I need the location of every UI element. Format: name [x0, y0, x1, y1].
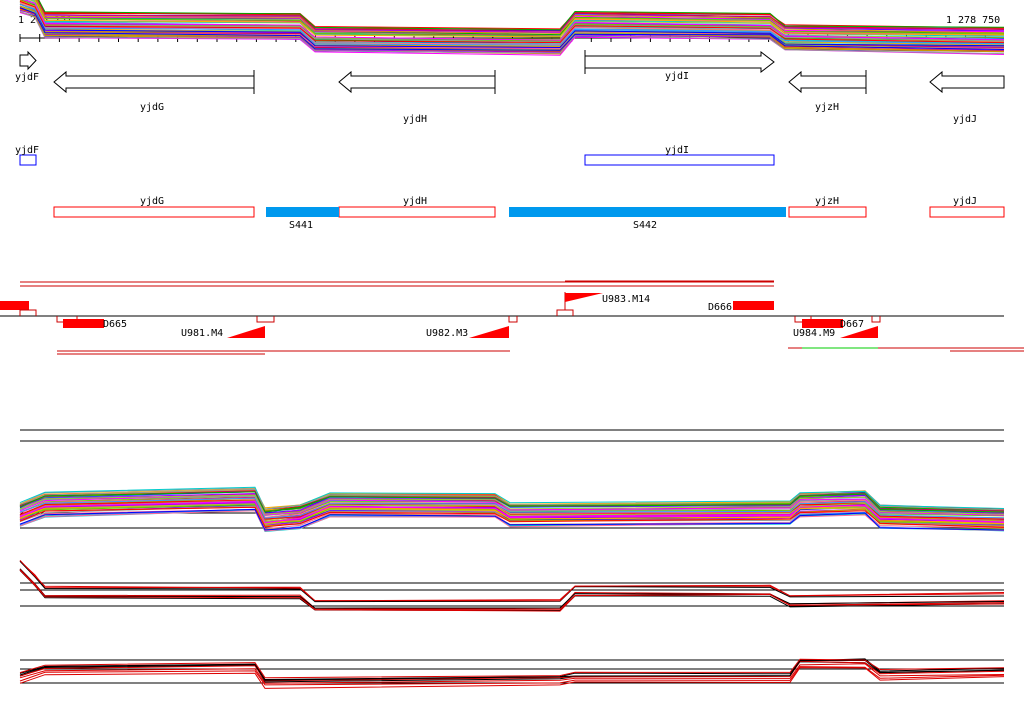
feature-label: D665 — [103, 319, 127, 330]
feature-label: U982.M3 — [426, 328, 468, 339]
profile-line — [19, 492, 1005, 515]
profile-line — [36, 0, 1005, 34]
feature-label: D667 — [840, 319, 864, 330]
gene-label: yjzH — [815, 196, 839, 207]
feature-U981.M4[interactable]: U981.M4 — [181, 316, 275, 339]
profile-line — [19, 506, 1005, 528]
profile-line — [19, 7, 1005, 51]
gene-label: yjdF — [15, 72, 39, 83]
profile-line — [19, 560, 1005, 603]
gene-annotation-track: yjdF yjdG yjdH yjdI yjzH yjdJ — [15, 50, 1005, 125]
feature-D667[interactable]: D667 — [802, 316, 881, 330]
profile-line — [38, 0, 1005, 31]
profile-line — [19, 658, 1005, 679]
gene-arrow-yjdH[interactable]: yjdH — [338, 70, 496, 125]
profile-line — [19, 559, 1005, 602]
feature-label: U981.M4 — [181, 328, 223, 339]
gene-arrow-yjdG[interactable]: yjdG — [53, 70, 255, 113]
profile-line — [23, 0, 1005, 41]
profile-line — [19, 666, 1005, 686]
segment-S442[interactable]: S442 — [509, 207, 786, 231]
reverse-gene-yjdH[interactable]: yjdH — [338, 196, 496, 218]
gene-arrow-yjdI[interactable]: yjdI — [584, 50, 775, 82]
reverse-gene-yjdJ[interactable]: yjdJ — [929, 196, 1005, 218]
gene-arrow-yjzH[interactable]: yjzH — [788, 70, 867, 113]
profile-line — [19, 667, 1005, 689]
profile-line — [19, 2, 1005, 45]
profile-line — [19, 663, 1005, 684]
segment-label: S442 — [633, 220, 657, 231]
profile-line — [19, 0, 1005, 44]
profile-line — [19, 569, 1005, 612]
feature-label: U984.M9 — [793, 328, 835, 339]
feature-U982.M3[interactable]: U982.M3 — [426, 316, 518, 339]
profile-line — [19, 491, 1005, 513]
forward-gene-yjdI[interactable]: yjdI — [584, 145, 775, 166]
feature-label: U983.M14 — [602, 294, 650, 305]
profile-line — [19, 497, 1005, 519]
feature-U983.M14[interactable]: U983.M14 — [556, 292, 650, 316]
profile-line — [19, 494, 1005, 515]
forward-gene-yjdF[interactable]: yjdF — [15, 145, 39, 166]
profile-line — [19, 660, 1005, 682]
profile-line — [37, 0, 1005, 32]
gene-label: yjzH — [815, 102, 839, 113]
gene-label: yjdG — [140, 196, 164, 207]
gene-label: yjdJ — [953, 196, 977, 207]
profile-line — [19, 510, 1005, 532]
reverse-gene-yjdG[interactable]: yjdG — [53, 196, 255, 218]
gene-arrow-yjdJ[interactable]: yjdJ — [929, 70, 1005, 125]
ruler-end-label: 1 278 750 — [946, 15, 1000, 26]
feature-track: D665 U981.M4 U982.M3 U983.M14 D666 U984.… — [0, 280, 1024, 355]
gene-label: yjdH — [403, 114, 427, 125]
gene-label: yjdG — [140, 102, 164, 113]
expression-profile-track-1 — [19, 0, 1005, 442]
reverse-gene-track: yjdG yjdH yjzH yjdJ S441 S442 — [53, 196, 1005, 231]
segment-label: S441 — [289, 220, 313, 231]
gene-label: yjdI — [665, 71, 689, 82]
feature-D665[interactable]: D665 — [63, 319, 127, 330]
profile-line — [19, 508, 1005, 531]
gene-label: yjdF — [15, 145, 39, 156]
profile-line — [32, 0, 1005, 38]
profile-line — [19, 10, 1005, 55]
gene-label: yjdJ — [953, 114, 977, 125]
gene-arrow-yjdF[interactable]: yjdF — [15, 50, 39, 83]
profile-line — [19, 486, 1005, 510]
feature-D666[interactable]: D666 — [708, 301, 774, 313]
expression-profile-track-3 — [19, 559, 1005, 612]
profile-line — [19, 4, 1005, 46]
profile-line — [19, 659, 1005, 681]
expression-profile-track-4 — [19, 658, 1005, 689]
segment-S441[interactable]: S441 — [266, 207, 339, 231]
gene-label: yjdI — [665, 145, 689, 156]
reverse-gene-yjzH[interactable]: yjzH — [788, 196, 867, 218]
expression-profile-track-2 — [19, 486, 1005, 533]
profile-line — [19, 500, 1005, 524]
profile-line — [35, 0, 1005, 37]
forward-gene-track: yjdF yjdI — [15, 145, 775, 166]
gene-label: yjdH — [403, 196, 427, 207]
feature-label: D666 — [708, 302, 732, 313]
